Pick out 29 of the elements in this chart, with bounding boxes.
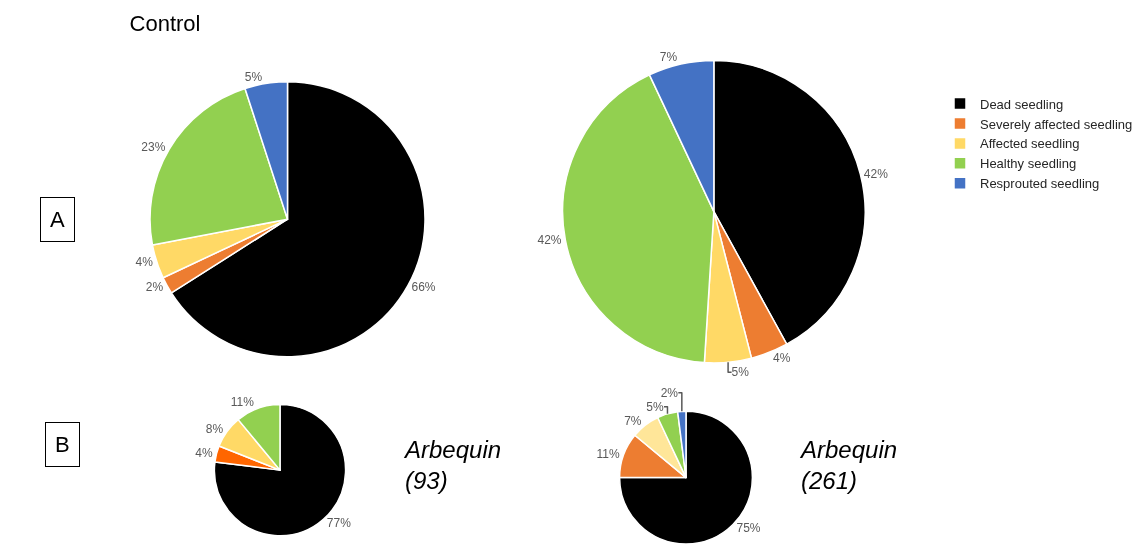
data-label: 42% (537, 233, 562, 248)
legend-label: Resprouted seedling (980, 176, 1100, 192)
data-label: 5% (244, 69, 263, 84)
data-label: 2% (660, 385, 679, 400)
chart-title: Control (129, 10, 201, 36)
data-label: 23% (141, 140, 166, 155)
legend-label: Healthy seedling (980, 156, 1077, 172)
legend-label: Affected seedling (980, 136, 1080, 152)
data-label: 5% (646, 399, 664, 414)
data-label: 4% (195, 446, 213, 461)
data-label: 42% (863, 166, 889, 181)
data-label: 11% (230, 395, 255, 410)
text: Arbequin (261) (799, 436, 898, 495)
data-label: 2% (145, 280, 164, 295)
legend-label: Dead seedling (980, 96, 1064, 112)
data-label: 77% (326, 516, 352, 531)
data-label: 7% (659, 50, 678, 65)
text: Arbequin (93) (403, 436, 502, 495)
data-label: 4% (135, 255, 154, 270)
text: B (55, 432, 70, 457)
data-label: 7% (624, 413, 642, 428)
data-label: 66% (411, 280, 436, 295)
data-label: 75% (736, 521, 761, 536)
data-label: 8% (205, 422, 224, 437)
legend-label: Severely affected seedling (980, 116, 1133, 132)
data-label: 4% (773, 351, 791, 366)
text: A (50, 207, 65, 232)
data-label: 11% (596, 447, 621, 462)
data-label: 5% (731, 365, 750, 380)
